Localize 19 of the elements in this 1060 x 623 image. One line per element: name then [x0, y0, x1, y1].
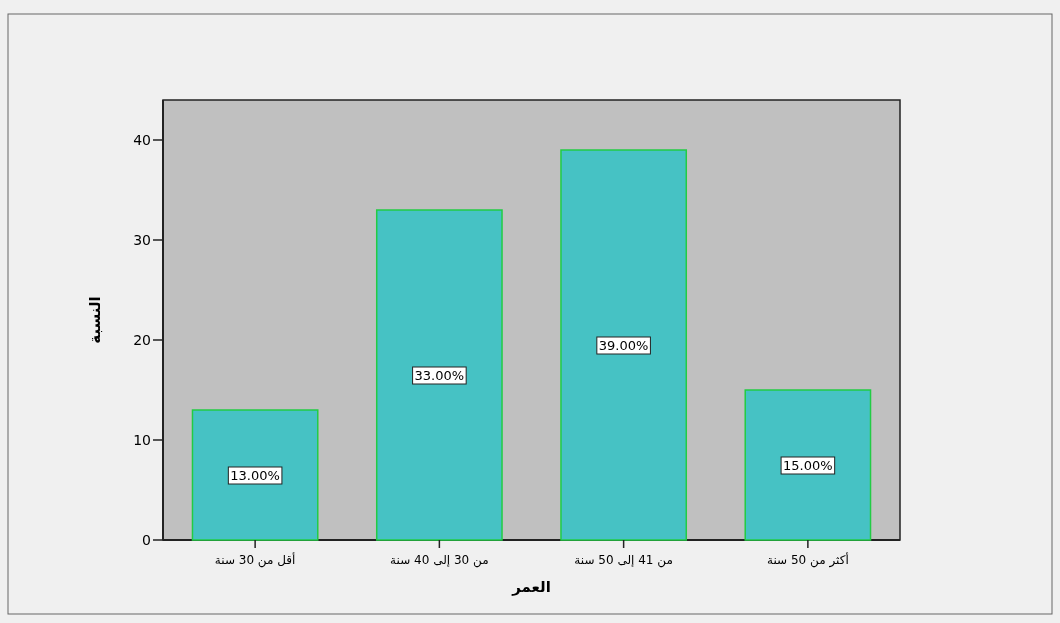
bar	[744, 389, 872, 541]
x-tick-label: أكثر من 50 سنة	[767, 552, 849, 568]
y-axis-title: النسبة	[86, 296, 104, 344]
x-tick-label: أقل من 30 سنة	[214, 552, 296, 568]
y-tick-label: 20	[133, 332, 151, 348]
y-tick-label: 30	[133, 232, 151, 248]
y-tick-label: 40	[133, 132, 151, 148]
y-tick-label: 10	[133, 432, 151, 448]
x-tick-label: من 30 إلى 40 سنة	[390, 553, 489, 568]
x-axis-title: العمر	[511, 578, 551, 596]
bar	[375, 209, 503, 541]
bar	[560, 149, 688, 541]
bar	[191, 409, 319, 541]
x-tick-label: من 41 إلى 50 سنة	[574, 553, 673, 568]
data-label: 33.00%	[414, 368, 465, 383]
y-tick-label: 0	[142, 532, 151, 548]
data-label: 15.00%	[783, 458, 833, 473]
data-label: 13.00%	[230, 468, 280, 483]
data-label: 39.00%	[598, 338, 649, 353]
